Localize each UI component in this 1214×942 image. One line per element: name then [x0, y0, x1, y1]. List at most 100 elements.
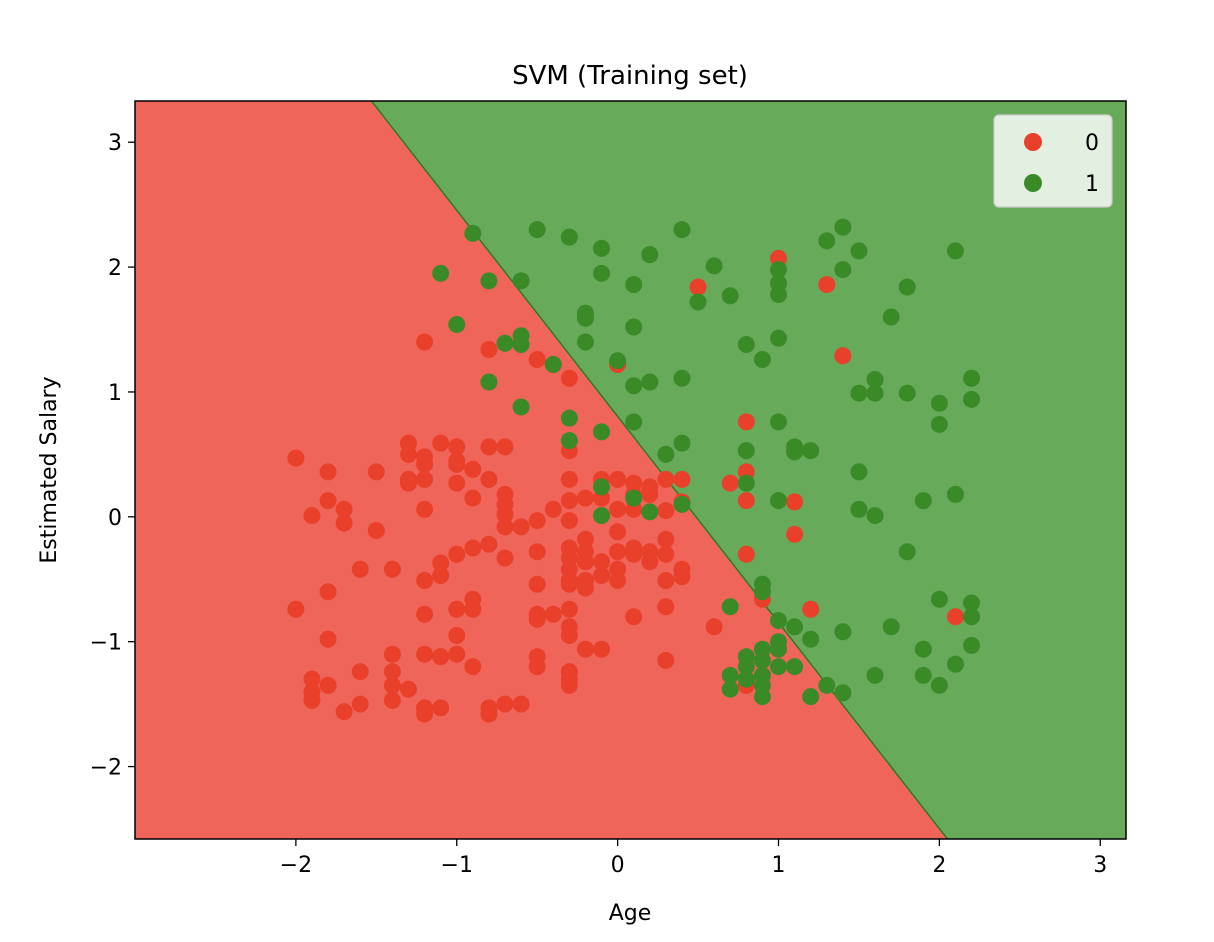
- point-class-0: [593, 567, 611, 585]
- point-class-0: [786, 493, 804, 511]
- point-class-0: [560, 492, 578, 510]
- point-class-1: [786, 618, 804, 636]
- point-class-0: [287, 600, 305, 618]
- point-class-0: [946, 608, 964, 626]
- decision-boundary: [370, 101, 949, 839]
- legend: 0 1: [993, 114, 1113, 208]
- point-class-0: [432, 567, 450, 585]
- point-class-0: [576, 640, 594, 658]
- point-class-1: [737, 442, 755, 460]
- point-class-1: [914, 640, 932, 658]
- point-class-1: [625, 318, 643, 336]
- y-tick-label: −2: [90, 756, 122, 781]
- point-class-0: [335, 500, 353, 518]
- point-class-0: [383, 663, 401, 681]
- point-class-0: [625, 545, 643, 563]
- point-class-0: [496, 505, 514, 523]
- point-class-1: [963, 390, 981, 408]
- points-layer: [287, 218, 981, 723]
- point-class-1: [480, 272, 498, 290]
- point-class-0: [496, 438, 514, 456]
- point-class-1: [689, 293, 707, 311]
- point-class-0: [464, 600, 482, 618]
- point-class-0: [802, 600, 820, 618]
- point-class-0: [609, 572, 627, 590]
- legend-label-class-0: 0: [1085, 131, 1099, 156]
- point-class-1: [673, 369, 691, 387]
- point-class-1: [786, 658, 804, 676]
- point-class-1: [721, 680, 739, 698]
- point-class-1: [866, 384, 884, 402]
- point-class-1: [528, 221, 546, 239]
- point-class-1: [818, 232, 836, 250]
- point-class-1: [593, 264, 611, 282]
- point-class-1: [753, 651, 771, 669]
- point-class-0: [383, 691, 401, 709]
- point-class-1: [898, 543, 916, 561]
- point-class-1: [657, 445, 675, 463]
- point-class-0: [528, 610, 546, 628]
- point-class-1: [753, 583, 771, 601]
- point-class-1: [770, 286, 788, 304]
- point-class-0: [560, 512, 578, 530]
- point-class-0: [673, 568, 691, 586]
- legend-label-class-1: 1: [1085, 172, 1099, 197]
- point-class-0: [351, 695, 369, 713]
- point-class-0: [609, 523, 627, 541]
- point-class-0: [560, 369, 578, 387]
- point-class-1: [737, 658, 755, 676]
- point-class-0: [576, 553, 594, 571]
- point-class-1: [721, 666, 739, 684]
- point-class-0: [641, 553, 659, 571]
- point-class-0: [496, 695, 514, 713]
- point-class-0: [560, 676, 578, 694]
- point-class-0: [448, 626, 466, 644]
- y-axis-label: Estimated Salary: [37, 376, 62, 563]
- point-class-0: [319, 492, 337, 510]
- point-class-0: [480, 438, 498, 456]
- point-class-1: [576, 309, 594, 327]
- point-class-1: [737, 474, 755, 492]
- point-class-0: [737, 545, 755, 563]
- point-class-1: [963, 636, 981, 654]
- point-class-1: [963, 608, 981, 626]
- point-class-0: [512, 695, 530, 713]
- point-class-1: [448, 316, 466, 334]
- point-class-1: [641, 246, 659, 264]
- point-class-0: [464, 489, 482, 507]
- point-class-0: [721, 474, 739, 492]
- point-class-0: [303, 507, 321, 525]
- point-class-1: [721, 598, 739, 616]
- point-class-0: [576, 489, 594, 507]
- point-class-0: [464, 460, 482, 478]
- point-class-1: [802, 630, 820, 648]
- x-tick-label: −2: [280, 853, 312, 878]
- point-class-1: [576, 333, 594, 351]
- point-class-0: [576, 530, 594, 548]
- point-class-1: [770, 261, 788, 279]
- point-class-0: [383, 676, 401, 694]
- point-class-0: [416, 470, 434, 488]
- point-class-0: [673, 470, 691, 488]
- point-class-1: [930, 415, 948, 433]
- point-class-0: [335, 514, 353, 532]
- point-class-1: [963, 594, 981, 612]
- point-class-0: [657, 598, 675, 616]
- chart-title: SVM (Training set): [512, 61, 748, 91]
- point-class-1: [625, 377, 643, 395]
- point-class-1: [786, 443, 804, 461]
- point-class-1: [480, 373, 498, 391]
- point-class-1: [593, 507, 611, 525]
- y-tick-label: −1: [90, 631, 122, 656]
- point-class-0: [432, 434, 450, 452]
- point-class-0: [496, 549, 514, 567]
- point-class-0: [383, 645, 401, 663]
- point-class-0: [399, 445, 417, 463]
- point-class-0: [657, 545, 675, 563]
- point-class-0: [383, 560, 401, 578]
- point-class-1: [560, 228, 578, 246]
- point-class-0: [560, 600, 578, 618]
- point-class-1: [560, 409, 578, 427]
- y-tick-label: 0: [108, 506, 122, 531]
- point-class-0: [319, 676, 337, 694]
